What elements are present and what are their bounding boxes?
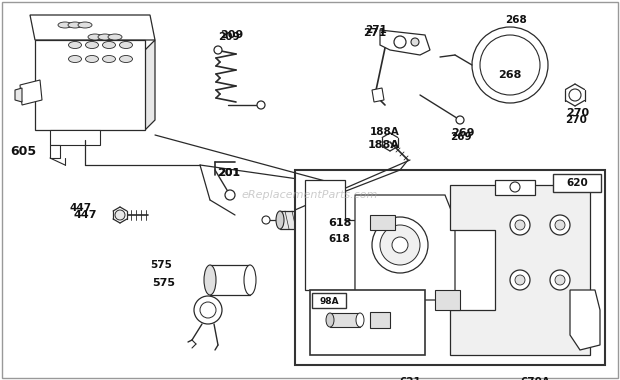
- FancyBboxPatch shape: [295, 170, 605, 365]
- Text: 201: 201: [217, 168, 240, 178]
- Circle shape: [550, 270, 570, 290]
- Text: 270: 270: [566, 108, 589, 118]
- Ellipse shape: [276, 211, 284, 229]
- Text: 447: 447: [70, 203, 92, 213]
- Text: 268: 268: [498, 70, 521, 80]
- Circle shape: [569, 89, 581, 101]
- Text: 575: 575: [150, 260, 172, 270]
- Text: eReplacementParts.com: eReplacementParts.com: [242, 190, 378, 200]
- Text: 188A: 188A: [368, 140, 400, 150]
- Ellipse shape: [102, 41, 115, 49]
- Text: 268: 268: [505, 15, 527, 25]
- Circle shape: [550, 215, 570, 235]
- Polygon shape: [355, 195, 455, 300]
- Polygon shape: [50, 145, 60, 158]
- Polygon shape: [370, 215, 395, 230]
- Polygon shape: [380, 30, 430, 55]
- Circle shape: [510, 215, 530, 235]
- Ellipse shape: [102, 55, 115, 62]
- Polygon shape: [330, 313, 360, 327]
- Ellipse shape: [88, 34, 102, 40]
- Polygon shape: [435, 290, 460, 310]
- Text: 269: 269: [450, 132, 472, 142]
- Circle shape: [380, 225, 420, 265]
- Ellipse shape: [68, 55, 81, 62]
- Polygon shape: [495, 180, 535, 195]
- Polygon shape: [370, 312, 390, 328]
- Polygon shape: [280, 211, 340, 229]
- Polygon shape: [570, 290, 600, 350]
- Polygon shape: [210, 265, 250, 295]
- Text: 621: 621: [399, 377, 421, 380]
- Circle shape: [225, 190, 235, 200]
- Ellipse shape: [68, 22, 82, 28]
- Text: 575: 575: [152, 278, 175, 288]
- Text: 670A: 670A: [520, 377, 550, 380]
- Text: 271: 271: [363, 28, 386, 38]
- Text: 618: 618: [328, 234, 350, 244]
- Circle shape: [480, 35, 540, 95]
- Text: 620: 620: [566, 178, 588, 188]
- Text: 618: 618: [328, 218, 352, 228]
- FancyBboxPatch shape: [310, 290, 425, 355]
- Polygon shape: [145, 40, 155, 130]
- Circle shape: [372, 217, 428, 273]
- Circle shape: [411, 38, 419, 46]
- Polygon shape: [305, 180, 355, 290]
- Ellipse shape: [98, 34, 112, 40]
- Text: 98A: 98A: [319, 296, 339, 306]
- Circle shape: [456, 116, 464, 124]
- Text: 269: 269: [451, 128, 474, 138]
- Circle shape: [515, 275, 525, 285]
- Text: 447: 447: [73, 210, 97, 220]
- Ellipse shape: [58, 22, 72, 28]
- Circle shape: [555, 275, 565, 285]
- Circle shape: [394, 36, 406, 48]
- FancyBboxPatch shape: [312, 293, 346, 308]
- Ellipse shape: [120, 41, 133, 49]
- Text: 209: 209: [218, 32, 239, 42]
- Polygon shape: [450, 185, 590, 355]
- Ellipse shape: [86, 55, 99, 62]
- Polygon shape: [30, 15, 155, 40]
- Ellipse shape: [78, 22, 92, 28]
- Circle shape: [257, 101, 265, 109]
- Circle shape: [392, 237, 408, 253]
- Polygon shape: [372, 88, 384, 102]
- Circle shape: [194, 296, 222, 324]
- Polygon shape: [20, 80, 42, 105]
- Text: 271: 271: [365, 25, 387, 35]
- Circle shape: [515, 220, 525, 230]
- Text: 209: 209: [220, 30, 243, 40]
- Polygon shape: [35, 40, 145, 130]
- Text: 201: 201: [218, 168, 240, 178]
- Circle shape: [510, 270, 530, 290]
- Circle shape: [472, 27, 548, 103]
- Circle shape: [555, 220, 565, 230]
- Ellipse shape: [68, 41, 81, 49]
- Ellipse shape: [120, 55, 133, 62]
- Ellipse shape: [356, 313, 364, 327]
- Text: 188A: 188A: [370, 127, 400, 137]
- Circle shape: [115, 210, 125, 220]
- Ellipse shape: [244, 265, 256, 295]
- Polygon shape: [50, 130, 100, 145]
- Ellipse shape: [204, 265, 216, 295]
- Circle shape: [214, 46, 222, 54]
- Circle shape: [510, 182, 520, 192]
- Ellipse shape: [108, 34, 122, 40]
- Circle shape: [200, 302, 216, 318]
- Polygon shape: [15, 88, 22, 102]
- FancyBboxPatch shape: [553, 174, 601, 192]
- Ellipse shape: [336, 211, 344, 229]
- Ellipse shape: [326, 313, 334, 327]
- Circle shape: [262, 216, 270, 224]
- Text: 605: 605: [10, 145, 36, 158]
- Text: 270: 270: [565, 115, 587, 125]
- Ellipse shape: [86, 41, 99, 49]
